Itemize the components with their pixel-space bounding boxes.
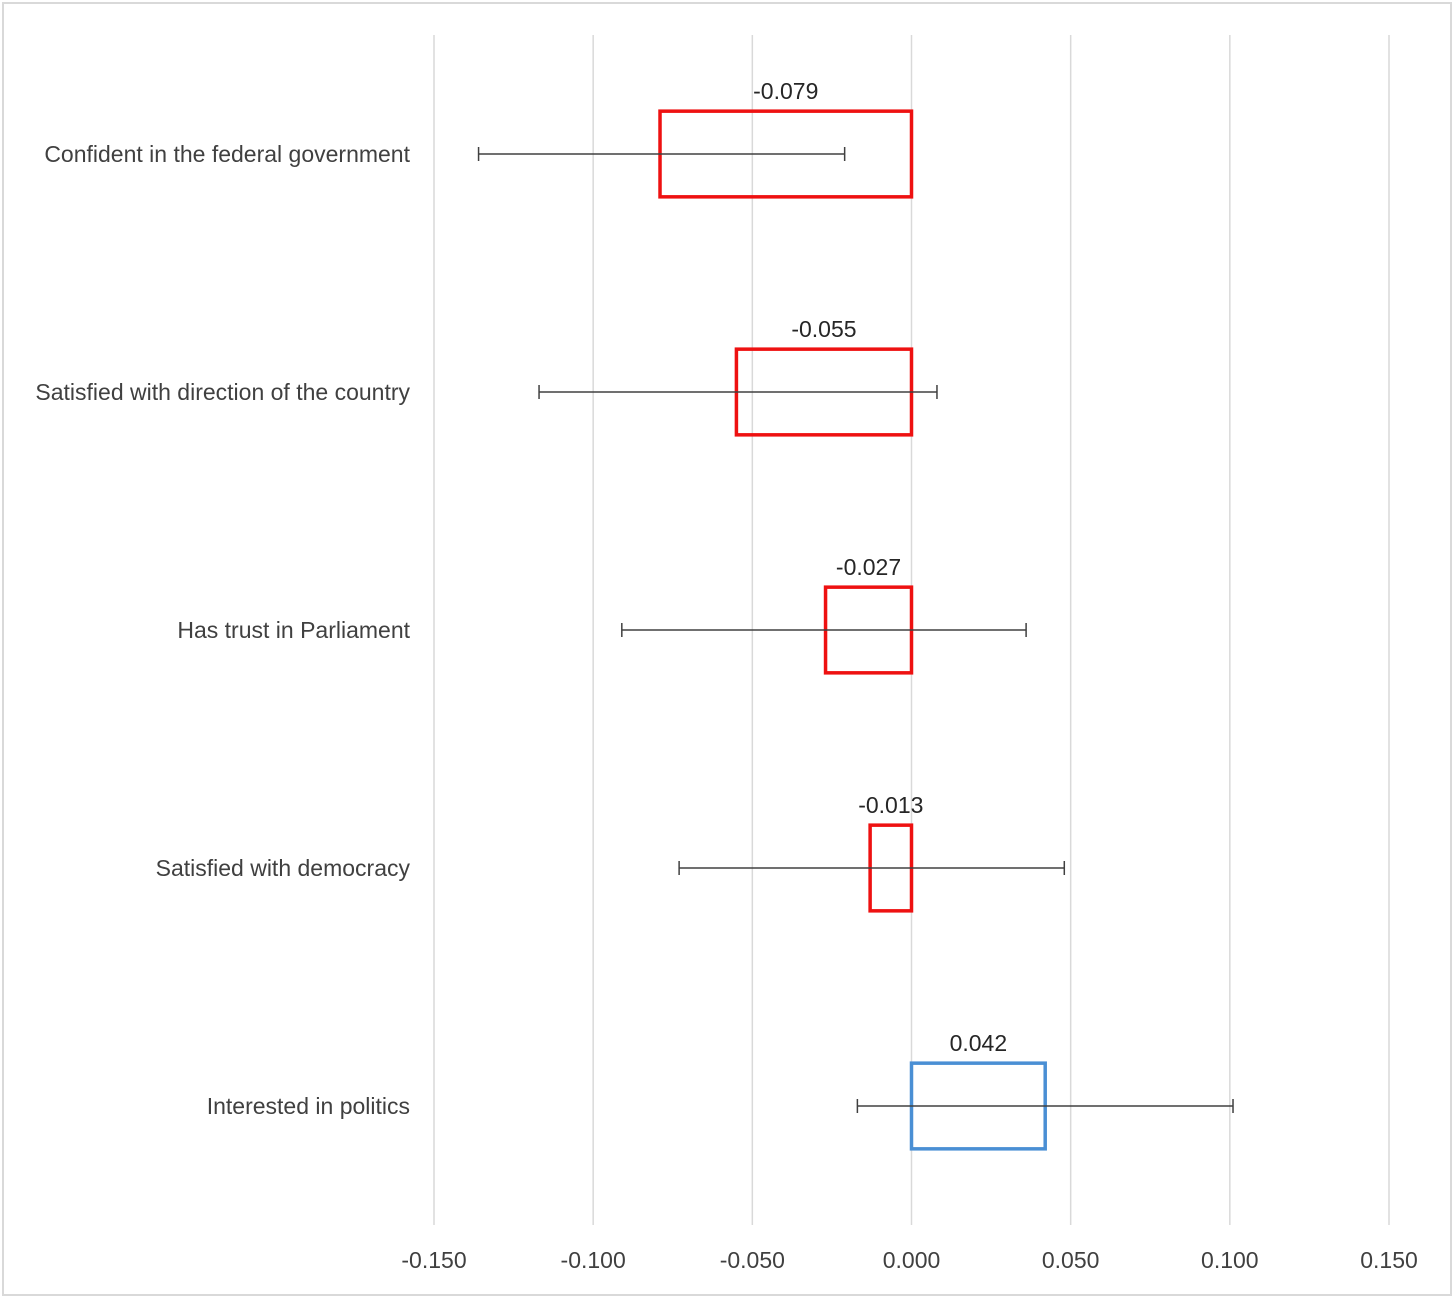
category-label: Has trust in Parliament [177,617,410,643]
category-label: Satisfied with direction of the country [35,379,410,405]
category-label: Satisfied with democracy [156,855,411,881]
labels: -0.150 -0.100 -0.050 0.000 0.050 0.100 0.150 Co… [35,78,1417,1273]
x-tick-label: -0.150 [401,1247,466,1273]
category-label: Interested in politics [207,1093,410,1119]
x-tick-label: -0.100 [561,1247,626,1273]
data-label: -0.027 [836,554,901,580]
error-bars [477,147,1234,1113]
data-label: -0.013 [858,792,923,818]
data-label: -0.079 [753,78,818,104]
x-tick-label: 0.100 [1201,1247,1259,1273]
data-label: 0.042 [950,1030,1008,1056]
x-tick-label: -0.050 [720,1247,785,1273]
data-label: -0.055 [791,316,856,342]
x-tick-label: 0.000 [883,1247,941,1273]
x-tick-label: 0.150 [1360,1247,1418,1273]
x-tick-label: 0.050 [1042,1247,1100,1273]
category-label: Confident in the federal government [44,141,410,167]
gridlines [433,35,1390,1225]
